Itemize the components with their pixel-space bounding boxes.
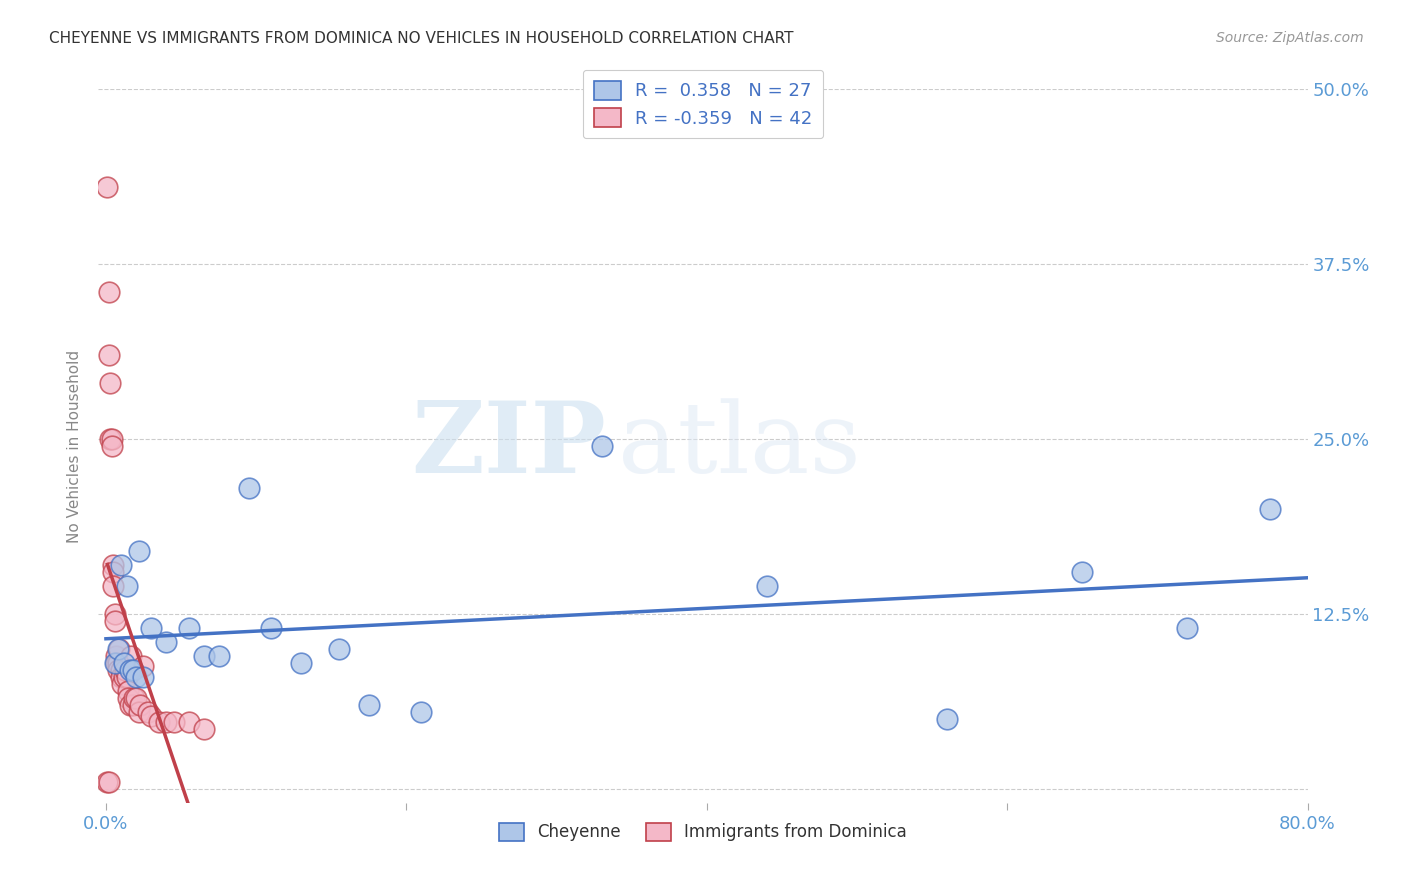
Point xyxy=(357,698,380,712)
Point xyxy=(328,641,350,656)
Point xyxy=(117,684,139,698)
Point xyxy=(260,621,283,635)
Point xyxy=(110,670,132,684)
Point xyxy=(1071,565,1094,579)
Point xyxy=(122,698,145,712)
Point xyxy=(155,635,177,649)
Point xyxy=(128,705,150,719)
Point xyxy=(105,656,128,670)
Point xyxy=(108,641,131,656)
Point xyxy=(101,432,124,446)
Point xyxy=(111,677,134,691)
Point xyxy=(97,348,120,362)
Point xyxy=(101,439,124,453)
Point xyxy=(755,579,778,593)
Text: atlas: atlas xyxy=(619,398,860,494)
Point xyxy=(104,656,127,670)
Point xyxy=(1177,621,1199,635)
Point xyxy=(129,698,152,712)
Point xyxy=(107,641,129,656)
Point xyxy=(162,714,184,729)
Point xyxy=(128,544,150,558)
Point xyxy=(107,656,129,670)
Point xyxy=(96,180,118,194)
Point xyxy=(207,648,229,663)
Point xyxy=(105,648,128,663)
Point xyxy=(115,579,138,593)
Point xyxy=(155,714,177,729)
Point xyxy=(136,705,159,719)
Point xyxy=(117,690,139,705)
Text: Source: ZipAtlas.com: Source: ZipAtlas.com xyxy=(1216,31,1364,45)
Point xyxy=(177,714,200,729)
Point xyxy=(936,712,959,726)
Point xyxy=(110,663,132,677)
Text: CHEYENNE VS IMMIGRANTS FROM DOMINICA NO VEHICLES IN HOUSEHOLD CORRELATION CHART: CHEYENNE VS IMMIGRANTS FROM DOMINICA NO … xyxy=(49,31,794,46)
Point xyxy=(121,648,143,663)
Point xyxy=(110,558,132,572)
Point xyxy=(411,705,433,719)
Point xyxy=(193,722,215,736)
Point xyxy=(97,285,120,299)
Point xyxy=(193,648,215,663)
Text: ZIP: ZIP xyxy=(412,398,606,494)
Point xyxy=(125,690,148,705)
Point xyxy=(139,709,162,723)
Y-axis label: No Vehicles in Household: No Vehicles in Household xyxy=(67,350,83,542)
Point xyxy=(118,698,141,712)
Point xyxy=(112,670,135,684)
Point xyxy=(591,439,613,453)
Point xyxy=(100,376,122,390)
Point xyxy=(139,621,162,635)
Point xyxy=(96,774,118,789)
Point xyxy=(100,432,122,446)
Point xyxy=(125,670,148,684)
Point xyxy=(107,663,129,677)
Point xyxy=(290,656,312,670)
Legend: Cheyenne, Immigrants from Dominica: Cheyenne, Immigrants from Dominica xyxy=(492,816,914,848)
Point xyxy=(132,670,155,684)
Point xyxy=(112,656,135,670)
Point xyxy=(115,670,138,684)
Point xyxy=(103,565,125,579)
Point xyxy=(124,690,146,705)
Point xyxy=(238,481,260,495)
Point xyxy=(103,558,125,572)
Point xyxy=(132,658,155,673)
Point xyxy=(1258,502,1281,516)
Point xyxy=(104,607,127,621)
Point xyxy=(122,663,145,677)
Point xyxy=(103,579,125,593)
Point xyxy=(97,774,120,789)
Point xyxy=(104,614,127,628)
Point xyxy=(148,714,170,729)
Point xyxy=(177,621,200,635)
Point xyxy=(114,663,136,677)
Point xyxy=(118,663,141,677)
